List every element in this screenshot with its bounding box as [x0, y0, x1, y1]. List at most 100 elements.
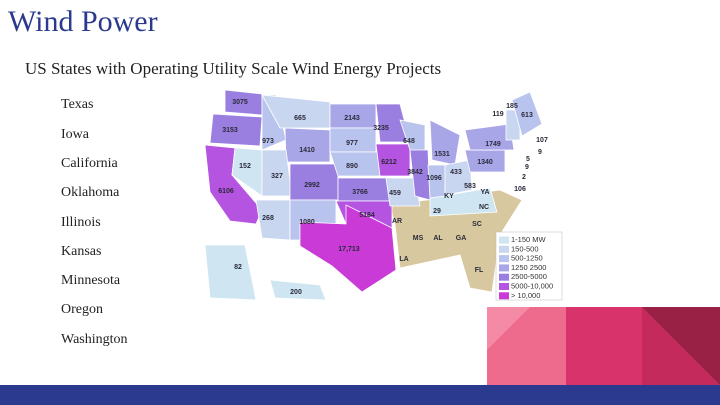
map-label: 3766 — [352, 189, 368, 196]
map-label: 3153 — [222, 127, 238, 134]
state-shape — [464, 123, 515, 151]
state-list: Texas Iowa California Oklahoma Illinois Kansa… — [61, 97, 128, 347]
map-label: 2992 — [304, 182, 320, 189]
legend-label: 5000-10,000 — [511, 281, 553, 290]
map-label: 17,713 — [338, 246, 360, 253]
deco-block — [566, 307, 643, 385]
list-item: Iowa — [61, 127, 90, 142]
legend-label: 150-500 — [511, 244, 539, 253]
map-label: 185 — [506, 103, 518, 110]
deco-triangle — [487, 307, 530, 350]
map-label: KY — [444, 193, 454, 200]
map-label: LA — [399, 256, 408, 263]
map-label: 3235 — [373, 125, 389, 132]
map-label: 9 — [525, 164, 529, 171]
map-label: 5 — [526, 156, 530, 163]
legend-swatch — [499, 236, 509, 244]
list-item: Oklahoma — [61, 185, 120, 200]
legend-label: 1-150 MW — [511, 235, 547, 244]
map-label: 973 — [262, 138, 274, 145]
legend-label: 500-1250 — [511, 254, 543, 263]
state-shape — [444, 159, 473, 196]
map-label: 1410 — [299, 147, 315, 154]
state-shape — [269, 279, 327, 301]
map-label: 890 — [346, 163, 358, 170]
map-label: 6106 — [218, 188, 234, 195]
map-label: 977 — [346, 140, 358, 147]
legend-label: 1250 2500 — [511, 263, 546, 272]
map-label: FL — [475, 267, 484, 274]
list-item: California — [61, 156, 119, 171]
map-label: 613 — [521, 112, 533, 119]
legend-swatch — [499, 283, 509, 290]
list-item: Illinois — [61, 215, 101, 230]
state-shape — [204, 244, 257, 301]
map-label: 200 — [290, 289, 302, 296]
map-label: 9 — [538, 149, 542, 156]
state-shape — [375, 143, 411, 177]
decoration — [0, 307, 720, 405]
map-label: AR — [392, 218, 402, 225]
state-shape — [299, 204, 397, 293]
state-shape — [385, 177, 421, 207]
map-label: 583 — [464, 183, 476, 190]
map-label: 3075 — [232, 99, 248, 106]
map-label: 1080 — [299, 219, 315, 226]
map-label: 433 — [450, 169, 462, 176]
state-shape — [429, 119, 461, 166]
list-item: Oregon — [61, 302, 103, 317]
map-label: GA — [456, 235, 467, 242]
map-label: 327 — [271, 173, 283, 180]
map-label: 268 — [262, 215, 274, 222]
map-label: AL — [433, 235, 443, 242]
list-item: Minnesota — [61, 273, 121, 288]
map-label: 665 — [294, 115, 306, 122]
title: Wind Power — [8, 5, 158, 38]
list-item: Kansas — [61, 244, 101, 259]
map-label: 459 — [389, 190, 401, 197]
map-label: 152 — [239, 163, 251, 170]
map-label: 1749 — [485, 141, 501, 148]
map-label: 3842 — [407, 169, 423, 176]
map-label: 5184 — [359, 212, 375, 219]
state-shape — [389, 189, 523, 293]
legend-swatch — [499, 245, 509, 253]
list-item: Washington — [61, 332, 128, 347]
state-shape — [511, 91, 543, 137]
legend-swatch — [499, 273, 509, 281]
map-label: 29 — [433, 208, 441, 215]
legend-label: > 10,000 — [511, 291, 540, 300]
map-label: 2143 — [344, 115, 360, 122]
map-label: 107 — [536, 137, 548, 144]
map-label: 2 — [522, 174, 526, 181]
map-label: 106 — [514, 186, 526, 193]
state-shape — [409, 149, 431, 201]
legend-swatch — [499, 255, 509, 263]
state-shape — [209, 113, 263, 147]
map-label: NC — [479, 204, 489, 211]
state-shape — [427, 164, 446, 199]
legend-swatch — [499, 264, 509, 272]
map-label: 119 — [492, 111, 503, 118]
map-label: 648 — [403, 138, 415, 145]
list-item: Texas — [61, 97, 93, 112]
state-shape — [429, 187, 498, 217]
legend-label: 2500-5000 — [511, 272, 547, 281]
state-shape — [284, 127, 331, 163]
subtitle: US States with Operating Utility Scale W… — [25, 59, 441, 78]
legend-swatch — [499, 292, 509, 300]
map-label: 1531 — [434, 151, 450, 158]
map-label: 1340 — [477, 159, 493, 166]
map-label: 1096 — [426, 175, 442, 182]
map-label: YA — [480, 189, 489, 196]
map-label: 82 — [234, 264, 242, 271]
bottom-bar — [0, 385, 720, 405]
map-label: 6212 — [381, 159, 397, 166]
deco-triangle — [642, 307, 720, 385]
map-label: MS — [413, 235, 424, 242]
map-label: SC — [472, 221, 482, 228]
